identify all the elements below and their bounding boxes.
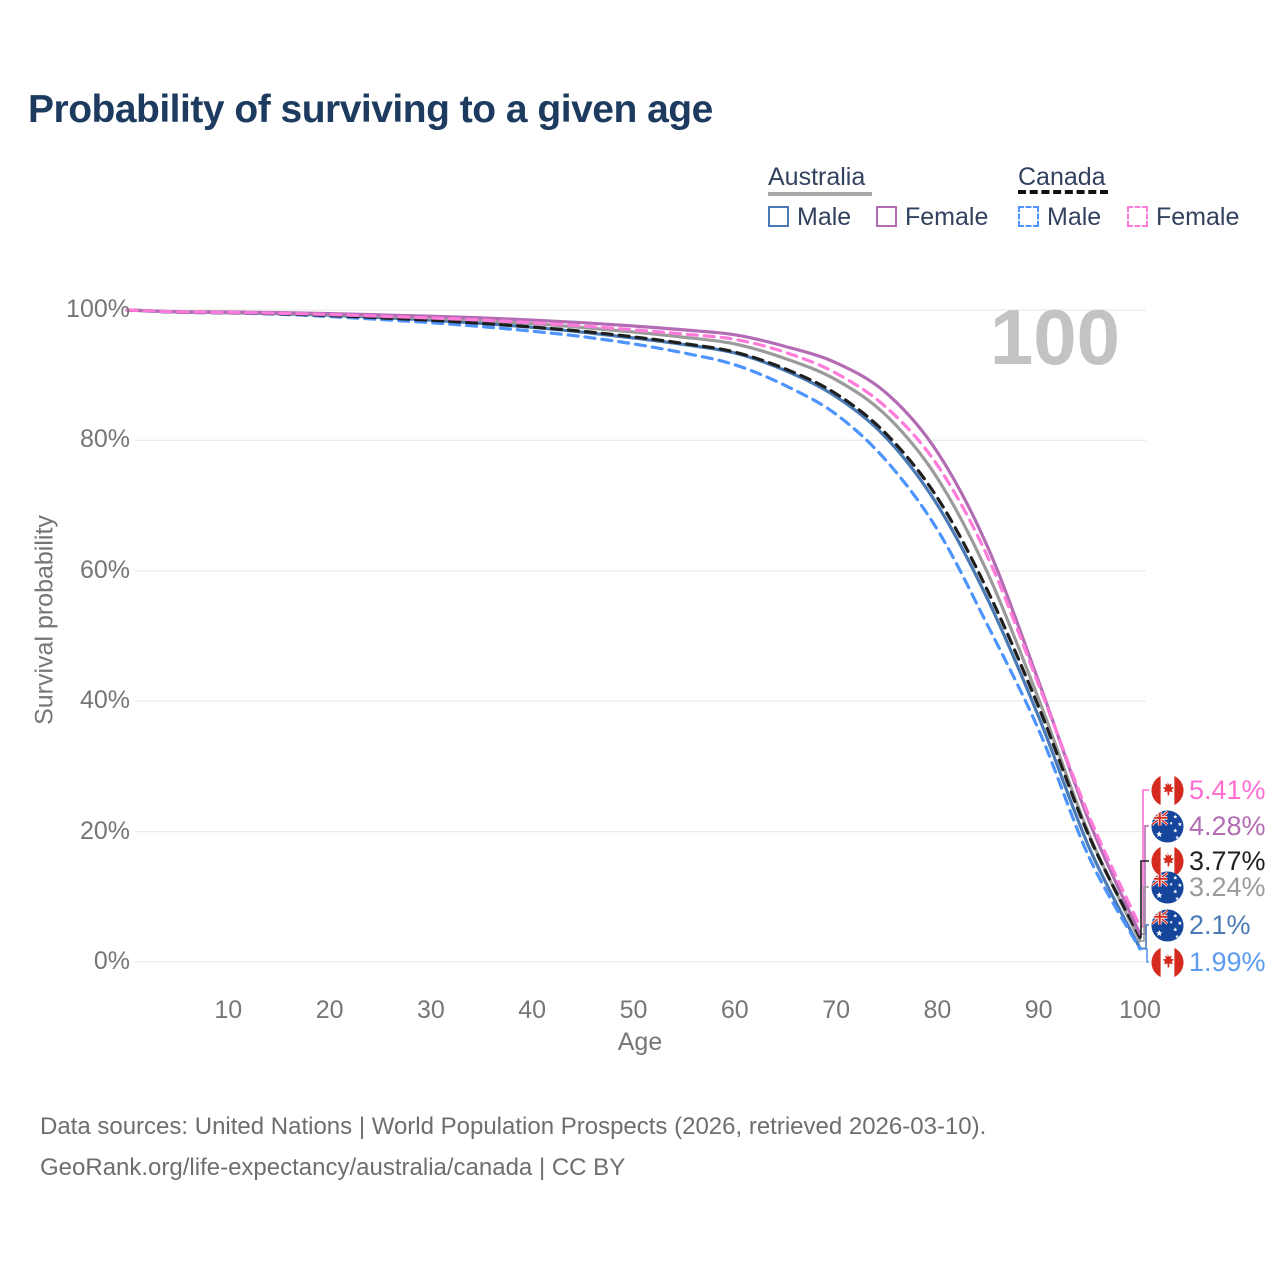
curve-canada-male[interactable] [125,308,1142,951]
legend-item-australia-female[interactable]: Female [905,203,989,231]
legend-underline-australia [768,192,872,196]
australia-flag-icon [1151,809,1184,843]
x-tick-50: 50 [619,996,648,1024]
australia-flag-icon [1151,908,1184,942]
end-label-australia-female: 4.28% [1151,808,1266,844]
end-label-australia-all: 3.24% [1151,869,1266,905]
y-tick-20%: 20% [79,816,130,845]
y-tick-80%: 80% [79,425,130,454]
connector-canada-male [1141,948,1149,963]
legend-swatch-canada-female-icon[interactable] [1127,206,1148,227]
x-tick-70: 70 [822,996,850,1024]
page-title: Probability of surviving to a given age [28,88,713,131]
end-label-canada-male: 1.99% [1151,944,1266,980]
x-tick-60: 60 [720,996,749,1024]
end-label-value: 3.24% [1189,872,1266,902]
end-label-value: 4.28% [1189,811,1266,841]
end-label-value: 3.77% [1189,846,1266,876]
y-tick-100%: 100% [66,295,130,323]
legend-swatch-australia-female-icon[interactable] [876,206,897,227]
legend-item-canada-female[interactable]: Female [1156,203,1240,231]
x-tick-30: 30 [416,996,445,1024]
end-label-value: 1.99% [1189,947,1266,977]
curve-australia-female[interactable] [125,308,1142,936]
curve-canada-all[interactable] [125,308,1142,939]
y-tick-60%: 60% [79,555,130,584]
connector-australia-all [1141,886,1149,942]
x-tick-40: 40 [518,996,547,1024]
x-axis-title: Age [617,1028,663,1056]
legend-item-canada-male[interactable]: Male [1047,203,1102,231]
legend-swatch-australia-male-icon[interactable] [768,206,789,227]
legend-group-canada[interactable]: Canada [1018,163,1106,191]
footer-attribution: GeoRank.org/life-expectancy/australia/ca… [40,1154,626,1181]
footer-data-sources: Data sources: United Nations | World Pop… [40,1113,987,1140]
end-label-value: 5.41% [1189,775,1266,805]
connector-australia-female [1141,825,1149,935]
connector-canada-all [1140,860,1149,938]
legend-item-australia-male[interactable]: Male [797,203,852,231]
canada-flag-icon [1151,773,1184,807]
x-tick-20: 20 [315,996,344,1024]
end-label-value: 2.1% [1189,910,1251,940]
legend-group-australia[interactable]: Australia [768,163,866,191]
x-tick-10: 10 [214,996,243,1024]
x-tick-100: 100 [1119,996,1161,1024]
canada-flag-icon [1151,844,1184,878]
y-tick-40%: 40% [79,686,130,715]
connector-canada-female [1141,789,1149,928]
footer: Data sources: United Nations | World Pop… [40,1106,986,1188]
end-label-australia-male: 2.1% [1151,907,1251,943]
x-tick-80: 80 [923,996,952,1024]
hovered-age-watermark: 100 [989,293,1120,381]
end-label-canada-all: 3.77% [1151,843,1266,879]
x-tick-90: 90 [1024,996,1053,1024]
legend-underline-canada [1018,190,1108,198]
canada-flag-icon [1151,945,1184,979]
end-label-canada-female: 5.41% [1151,772,1266,808]
y-tick-0%: 0% [93,947,130,975]
legend-swatch-canada-male-icon[interactable] [1018,206,1039,227]
curve-canada-female[interactable] [125,308,1142,929]
australia-flag-icon [1151,870,1184,904]
